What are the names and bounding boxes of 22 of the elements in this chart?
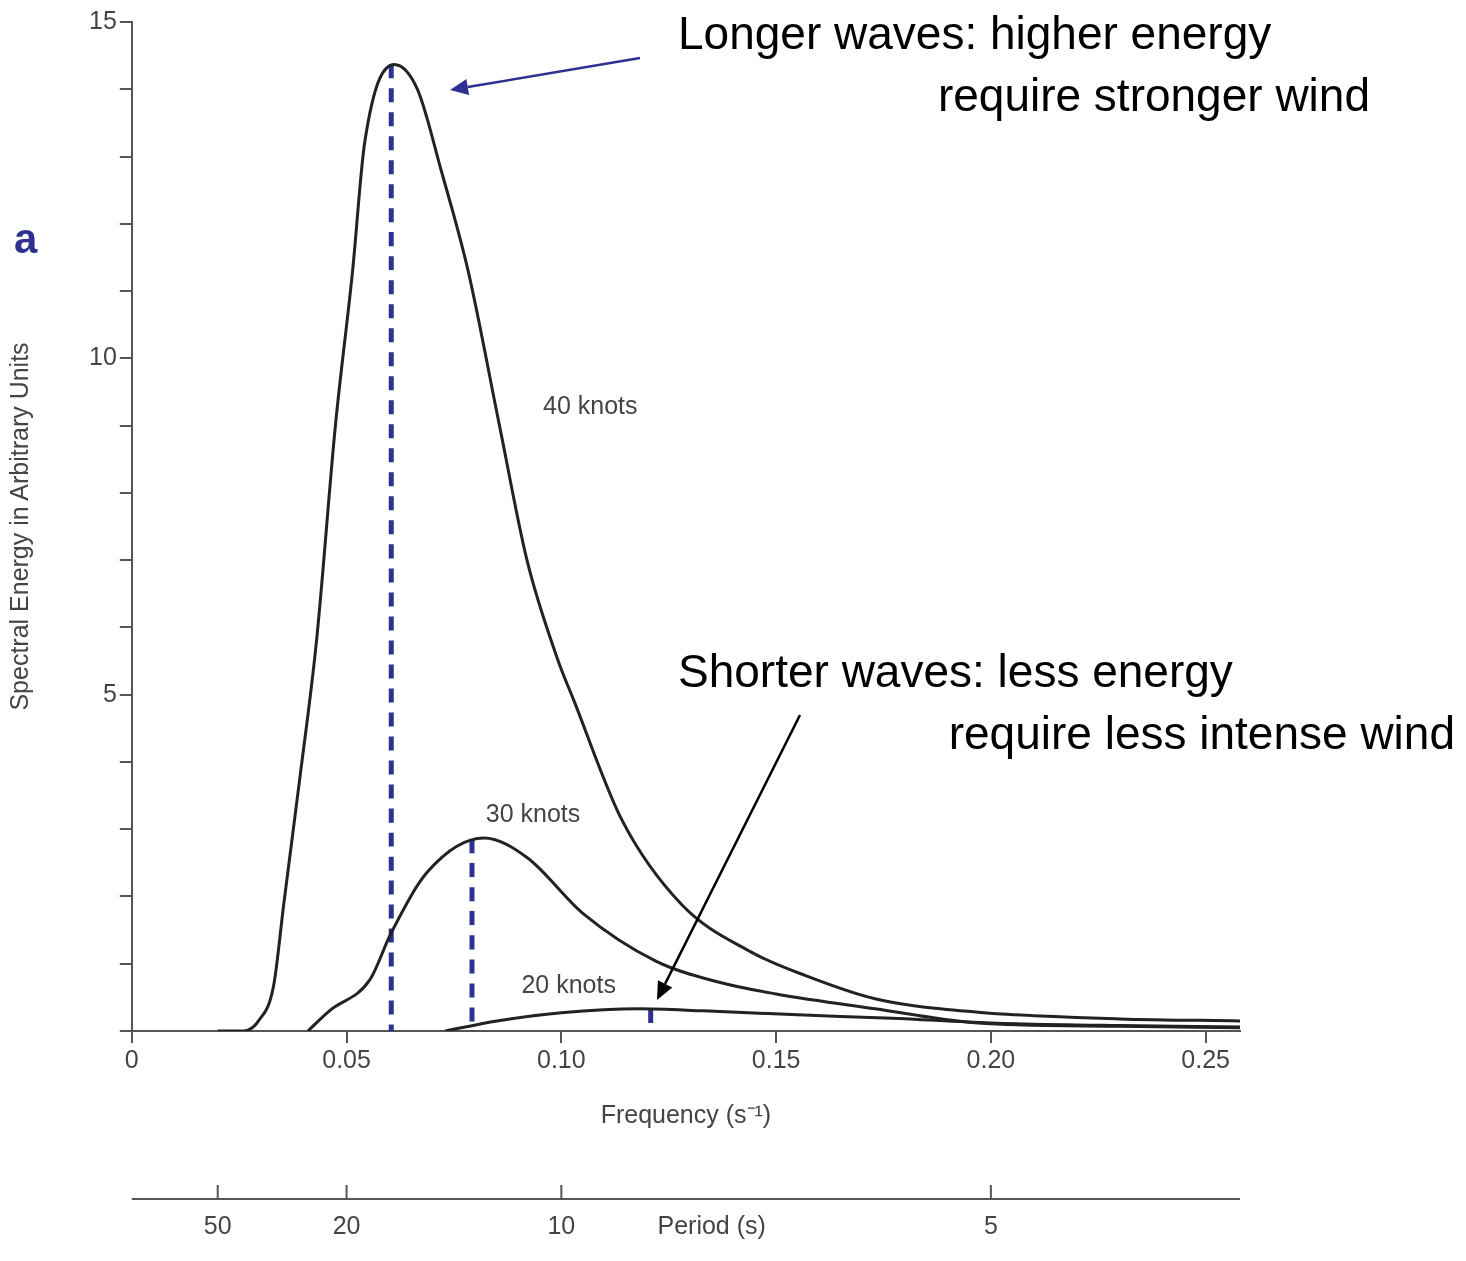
text: 10 <box>547 1211 576 1240</box>
x-tick-label: 0.05 <box>322 1044 371 1073</box>
series-label: 30 knots <box>485 798 581 827</box>
annotation: Shorter waves: less energy require less intense wind <box>678 644 1455 761</box>
x-axis-title: Frequency (s⁻¹) <box>600 1099 772 1128</box>
x-tick-label: 0.20 <box>966 1044 1016 1073</box>
annotation: Longer waves: higher energy require stronger wind <box>678 6 1370 123</box>
x-tick-label: 0 <box>124 1044 139 1073</box>
text: a <box>14 215 38 263</box>
x-tick-label: 0.25 <box>1181 1044 1230 1073</box>
text: 20 <box>332 1211 361 1240</box>
x-tick-label: 0.15 <box>751 1044 801 1073</box>
text: Period (s) <box>657 1211 766 1240</box>
y-tick-label: 5 <box>102 678 117 707</box>
text: 5 <box>983 1211 998 1240</box>
series-label: 20 knots <box>521 969 616 998</box>
text: 50 <box>203 1211 232 1240</box>
y-tick-label: 15 <box>89 5 117 34</box>
y-tick-label: 10 <box>89 342 117 371</box>
x-tick-label: 0.10 <box>537 1044 586 1073</box>
y-axis-title: Spectral Energy in Arbitrary Units <box>4 342 33 711</box>
series-label: 40 knots <box>542 391 638 420</box>
